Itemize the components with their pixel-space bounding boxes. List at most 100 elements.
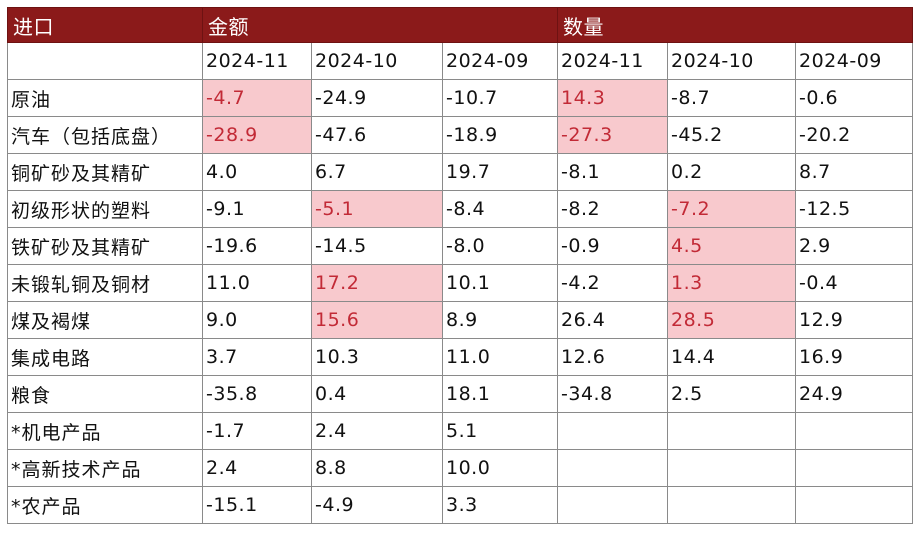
value-cell: 8.7 <box>795 153 913 191</box>
value-cell: 16.9 <box>795 338 913 376</box>
value-cell: -12.5 <box>795 190 913 228</box>
row-label: 铜矿砂及其精矿 <box>7 153 203 191</box>
value-cell: -34.8 <box>557 375 668 413</box>
import-growth-table: 进口 金额 数量 2024-11 2024-10 2024-09 2024-11… <box>7 7 913 524</box>
table-row: *农产品 -15.1 -4.9 3.3 <box>7 486 913 524</box>
value-cell: -28.9 <box>202 116 312 154</box>
amount-header: 金额 <box>202 7 558 43</box>
value-cell: -8.4 <box>442 190 558 228</box>
value-cell: -35.8 <box>202 375 312 413</box>
value-cell: 28.5 <box>667 301 796 339</box>
value-cell: 24.9 <box>795 375 913 413</box>
value-cell: 10.1 <box>442 264 558 302</box>
row-label: 汽车（包括底盘） <box>7 116 203 154</box>
section-header-row: 进口 金额 数量 <box>7 7 913 43</box>
value-cell: 6.7 <box>311 153 443 191</box>
import-table-container: 进口 金额 数量 2024-11 2024-10 2024-09 2024-11… <box>7 7 913 524</box>
value-cell: 12.6 <box>557 338 668 376</box>
value-cell: -4.2 <box>557 264 668 302</box>
value-cell: 2.4 <box>311 412 443 450</box>
value-cell <box>667 412 796 450</box>
value-cell: 8.9 <box>442 301 558 339</box>
value-cell: 10.3 <box>311 338 443 376</box>
value-cell: 14.4 <box>667 338 796 376</box>
value-cell: 14.3 <box>557 79 668 117</box>
period-header-row: 2024-11 2024-10 2024-09 2024-11 2024-10 … <box>7 42 913 80</box>
row-label: 铁矿砂及其精矿 <box>7 227 203 265</box>
row-label: 粮食 <box>7 375 203 413</box>
value-cell <box>795 449 913 487</box>
value-cell: 0.2 <box>667 153 796 191</box>
value-cell <box>557 412 668 450</box>
value-cell: 2.9 <box>795 227 913 265</box>
category-header: 进口 <box>7 7 203 43</box>
value-cell: 26.4 <box>557 301 668 339</box>
value-cell: 2.5 <box>667 375 796 413</box>
value-cell: -20.2 <box>795 116 913 154</box>
value-cell: -14.5 <box>311 227 443 265</box>
value-cell: -27.3 <box>557 116 668 154</box>
value-cell: 2.4 <box>202 449 312 487</box>
quantity-header: 数量 <box>557 7 913 43</box>
value-cell: 15.6 <box>311 301 443 339</box>
value-cell: -8.7 <box>667 79 796 117</box>
value-cell: -19.6 <box>202 227 312 265</box>
value-cell: 11.0 <box>442 338 558 376</box>
value-cell: 18.1 <box>442 375 558 413</box>
row-label: 煤及褐煤 <box>7 301 203 339</box>
value-cell: -8.0 <box>442 227 558 265</box>
table-row: 汽车（包括底盘） -28.9 -47.6 -18.9 -27.3 -45.2 -20.2 <box>7 116 913 154</box>
value-cell: 3.3 <box>442 486 558 524</box>
value-cell: 10.0 <box>442 449 558 487</box>
value-cell: 8.8 <box>311 449 443 487</box>
row-label: 未锻轧铜及铜材 <box>7 264 203 302</box>
period-header: 2024-11 <box>202 42 312 80</box>
table-row: 煤及褐煤 9.0 15.6 8.9 26.4 28.5 12.9 <box>7 301 913 339</box>
value-cell: 11.0 <box>202 264 312 302</box>
value-cell: 4.5 <box>667 227 796 265</box>
value-cell: -47.6 <box>311 116 443 154</box>
value-cell: -4.9 <box>311 486 443 524</box>
table-row: 铁矿砂及其精矿 -19.6 -14.5 -8.0 -0.9 4.5 2.9 <box>7 227 913 265</box>
value-cell: 19.7 <box>442 153 558 191</box>
value-cell <box>667 449 796 487</box>
value-cell: 17.2 <box>311 264 443 302</box>
row-label: *高新技术产品 <box>7 449 203 487</box>
value-cell: -18.9 <box>442 116 558 154</box>
value-cell: -1.7 <box>202 412 312 450</box>
value-cell <box>557 486 668 524</box>
value-cell: -9.1 <box>202 190 312 228</box>
value-cell: -8.1 <box>557 153 668 191</box>
value-cell: 1.3 <box>667 264 796 302</box>
value-cell: 12.9 <box>795 301 913 339</box>
period-header: 2024-09 <box>795 42 913 80</box>
value-cell: -5.1 <box>311 190 443 228</box>
table-row: 铜矿砂及其精矿 4.0 6.7 19.7 -8.1 0.2 8.7 <box>7 153 913 191</box>
table-row: 粮食 -35.8 0.4 18.1 -34.8 2.5 24.9 <box>7 375 913 413</box>
value-cell: 9.0 <box>202 301 312 339</box>
value-cell <box>557 449 668 487</box>
table-row: 集成电路 3.7 10.3 11.0 12.6 14.4 16.9 <box>7 338 913 376</box>
period-header: 2024-09 <box>442 42 558 80</box>
value-cell <box>667 486 796 524</box>
value-cell: -0.4 <box>795 264 913 302</box>
value-cell: -8.2 <box>557 190 668 228</box>
table-row: 未锻轧铜及铜材 11.0 17.2 10.1 -4.2 1.3 -0.4 <box>7 264 913 302</box>
table-row: *高新技术产品 2.4 8.8 10.0 <box>7 449 913 487</box>
period-header: 2024-10 <box>667 42 796 80</box>
value-cell <box>795 486 913 524</box>
period-header: 2024-10 <box>311 42 443 80</box>
period-header-blank <box>7 42 203 80</box>
row-label: 原油 <box>7 79 203 117</box>
table-row: 初级形状的塑料 -9.1 -5.1 -8.4 -8.2 -7.2 -12.5 <box>7 190 913 228</box>
value-cell: 4.0 <box>202 153 312 191</box>
row-label: 初级形状的塑料 <box>7 190 203 228</box>
value-cell: -15.1 <box>202 486 312 524</box>
value-cell: -0.6 <box>795 79 913 117</box>
value-cell <box>795 412 913 450</box>
period-header: 2024-11 <box>557 42 668 80</box>
row-label: 集成电路 <box>7 338 203 376</box>
value-cell: -45.2 <box>667 116 796 154</box>
table-row: *机电产品 -1.7 2.4 5.1 <box>7 412 913 450</box>
row-label: *机电产品 <box>7 412 203 450</box>
